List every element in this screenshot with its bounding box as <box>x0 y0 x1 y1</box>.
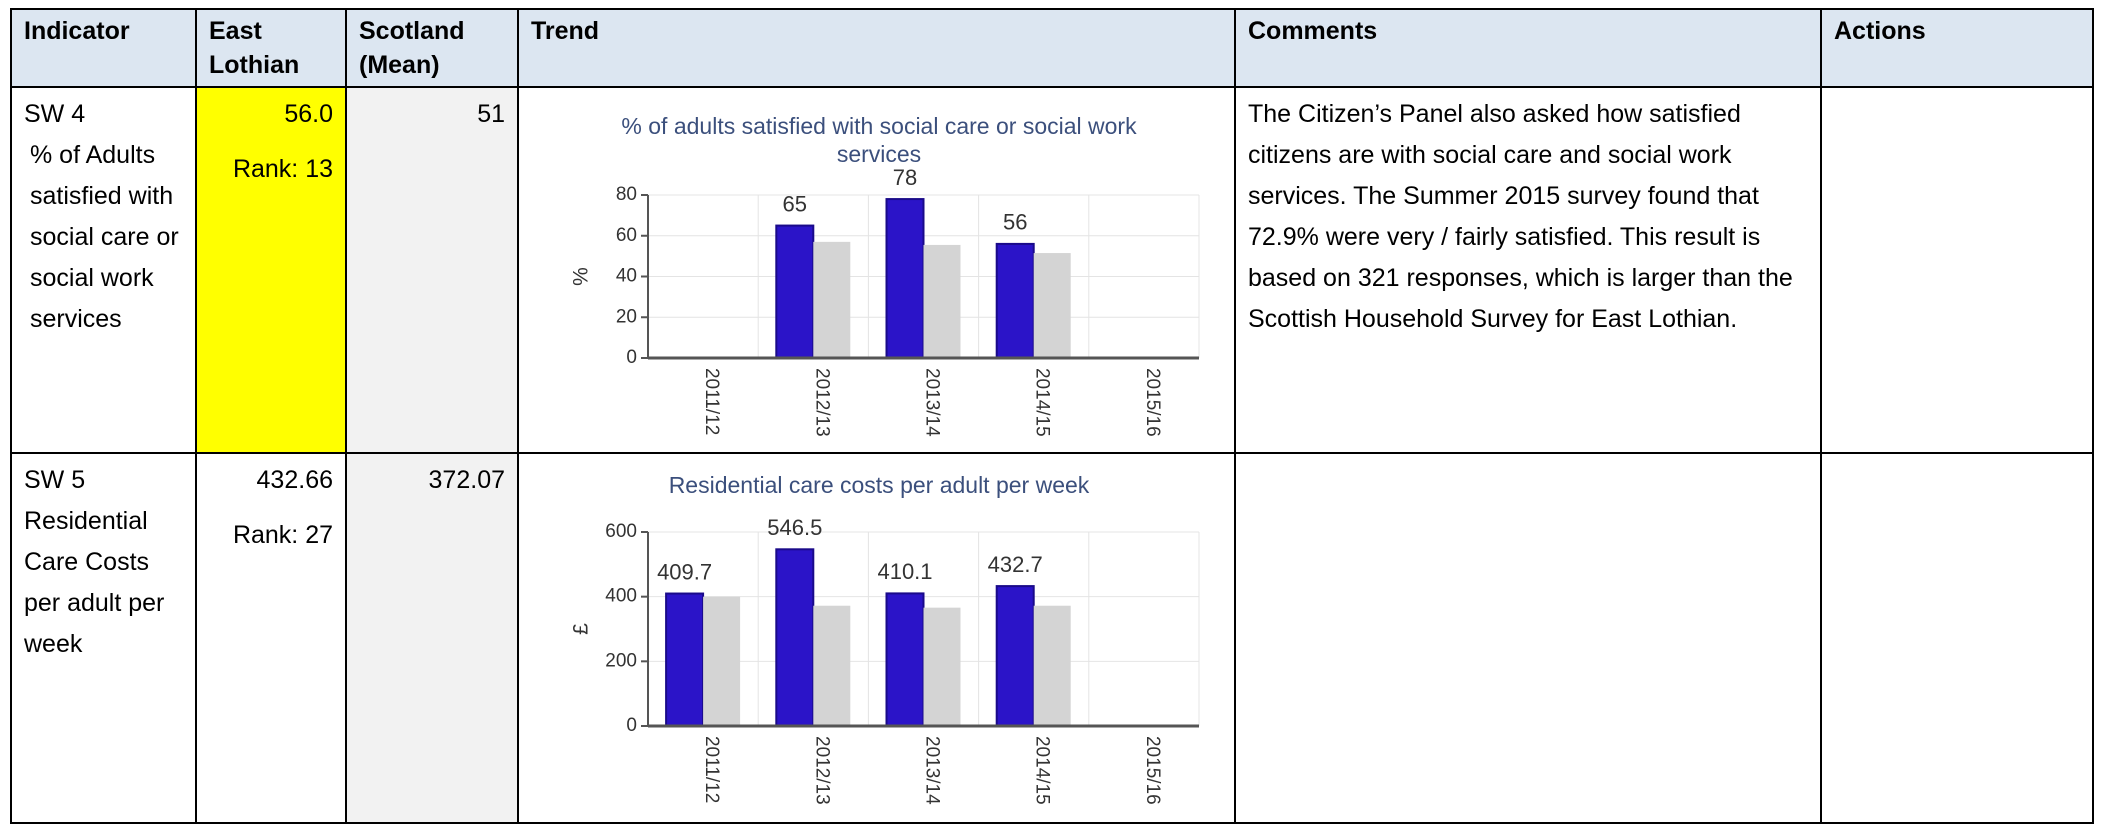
value-cell: 56.0 Rank: 13 <box>195 86 347 454</box>
bar <box>923 607 961 726</box>
x-tick-label: 2011/12 <box>701 736 722 803</box>
rank: Rank: 27 <box>232 521 333 549</box>
chart: 0 200 400 600 £409.7 2011/12 546.5 2012/13 410.1… <box>570 515 1200 805</box>
indicator-cell: SW 5 Residential Care Costs per adult per… <box>10 452 197 824</box>
x-tick-label: 2012/13 <box>811 736 832 805</box>
value: 56.0 <box>284 100 333 128</box>
y-axis-label: £ <box>570 623 593 635</box>
trend-cell: Residential care costs per adult per wee… <box>517 452 1236 824</box>
x-tick-label: 2013/14 <box>921 368 942 437</box>
header-text: Actions <box>1834 17 1926 45</box>
row: SW 5 Residential Care Costs per adult per… <box>10 452 2094 824</box>
bar <box>813 605 851 726</box>
bar <box>703 596 741 726</box>
chart-title: Residential care costs per adult per wee… <box>668 472 1090 498</box>
indicator-name: Residential Care Costs per adult per wee… <box>24 507 165 658</box>
bar <box>885 198 925 359</box>
value-label: 546.5 <box>767 515 822 540</box>
rank: Rank: 13 <box>232 155 333 183</box>
bar <box>775 224 815 359</box>
actions-cell <box>1820 452 2094 824</box>
header-cell: Scotland (Mean) <box>345 8 519 88</box>
header-text: Scotland (Mean) <box>359 17 465 79</box>
row: SW 4 % of Adults satisfied with social ca… <box>10 86 2094 454</box>
bar <box>1033 253 1071 358</box>
value-label: 432.7 <box>988 552 1043 577</box>
y-axis-label: % <box>570 267 593 286</box>
x-tick-label: 2011/12 <box>701 368 722 435</box>
value: 372.07 <box>428 466 505 494</box>
y-tick-label: 400 <box>605 586 637 607</box>
bar <box>923 244 961 358</box>
scotland-cell: 51 <box>345 86 519 454</box>
x-tick-label: 2013/14 <box>921 736 942 805</box>
chart: 0 20 40 60 80% 2011/12 65 2012/13 78 2013/14 56 201… <box>570 165 1200 437</box>
bar <box>775 548 815 727</box>
indicator-name: % of Adults satisfied with social care o… <box>30 141 179 333</box>
value-label: 78 <box>893 165 917 190</box>
header-cell: East Lothian <box>195 8 347 88</box>
indicator-code: SW 4 <box>24 100 86 128</box>
header-text: Trend <box>531 17 600 45</box>
value-label: 56 <box>1003 210 1027 235</box>
bar <box>665 592 705 727</box>
header-cell: Trend <box>517 8 1236 88</box>
indicator-table: Indicator East Lothian Scotland (Mean) T… <box>10 8 2094 824</box>
scotland-cell: 372.07 <box>345 452 519 824</box>
x-tick-label: 2015/16 <box>1142 736 1163 805</box>
y-tick-label: 600 <box>605 521 637 542</box>
x-tick-label: 2015/16 <box>1142 368 1163 437</box>
bar <box>995 585 1035 727</box>
y-tick-label: 200 <box>605 650 637 671</box>
bar <box>885 592 925 727</box>
actions-cell <box>1820 86 2094 454</box>
indicator-cell: SW 4 % of Adults satisfied with social ca… <box>10 86 197 454</box>
value-label: 65 <box>783 191 807 216</box>
comments: The Citizen’s Panel also asked how satis… <box>1248 100 1793 333</box>
header-cell: Comments <box>1234 8 1822 88</box>
value: 432.66 <box>256 466 333 494</box>
y-tick-label: 0 <box>626 347 637 368</box>
value-label: 409.7 <box>657 559 712 584</box>
y-tick-label: 40 <box>616 266 637 287</box>
value: 51 <box>477 100 505 128</box>
comments-cell: The Citizen’s Panel also asked how satis… <box>1234 86 1822 454</box>
header-text: Comments <box>1248 17 1378 45</box>
header-cell: Actions <box>1820 8 2094 88</box>
x-tick-label: 2014/15 <box>1032 736 1053 805</box>
header-text: East Lothian <box>209 17 300 79</box>
value-cell: 432.66 Rank: 27 <box>195 452 347 824</box>
bar <box>995 242 1035 359</box>
x-tick-label: 2014/15 <box>1032 368 1053 437</box>
y-tick-label: 80 <box>616 184 637 205</box>
comments-cell <box>1234 452 1822 824</box>
y-tick-label: 60 <box>616 225 637 246</box>
x-tick-label: 2012/13 <box>811 368 832 437</box>
y-tick-label: 0 <box>626 715 637 736</box>
y-tick-label: 20 <box>616 306 637 327</box>
bar <box>813 241 851 358</box>
header-text: Indicator <box>24 17 130 45</box>
bar <box>1033 605 1071 726</box>
trend-cell: % of adults satisfied with social care o… <box>517 86 1236 454</box>
header-cell: Indicator <box>10 8 197 88</box>
chart-title: % of adults satisfied with social care o… <box>621 113 1137 167</box>
value-label: 410.1 <box>877 559 932 584</box>
header-row: Indicator East Lothian Scotland (Mean) T… <box>10 8 2094 88</box>
indicator-code: SW 5 <box>24 466 86 494</box>
